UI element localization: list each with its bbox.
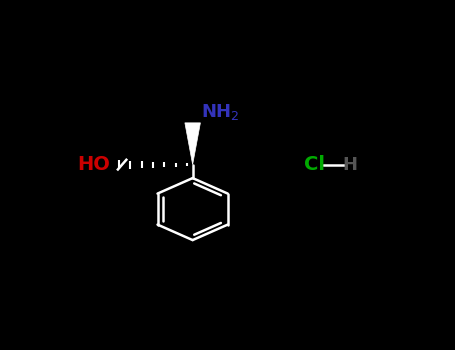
Polygon shape <box>185 123 200 164</box>
Text: Cl: Cl <box>304 155 325 174</box>
Text: NH$_2$: NH$_2$ <box>202 102 240 121</box>
Text: H: H <box>342 156 357 174</box>
Text: HO: HO <box>77 155 111 174</box>
